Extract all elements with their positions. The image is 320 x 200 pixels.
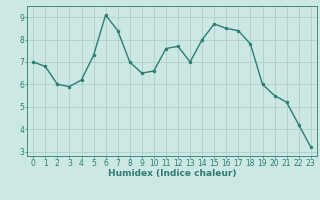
- X-axis label: Humidex (Indice chaleur): Humidex (Indice chaleur): [108, 169, 236, 178]
